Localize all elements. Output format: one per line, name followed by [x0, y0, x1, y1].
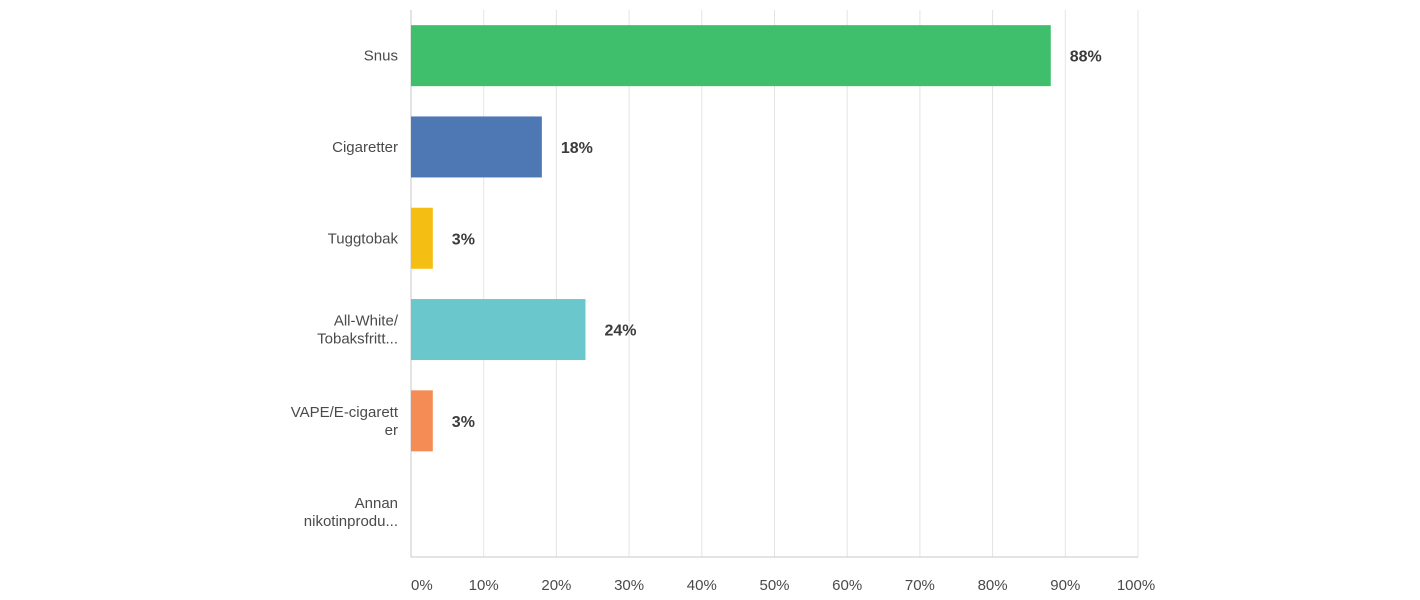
- x-tick-label: 80%: [978, 577, 1008, 594]
- bar: [411, 207, 433, 269]
- x-tick-label: 40%: [687, 577, 717, 594]
- x-tick-label: 20%: [541, 577, 571, 594]
- bar: [411, 116, 542, 178]
- x-tick-label: 100%: [1117, 577, 1155, 594]
- category-label-line: er: [385, 422, 398, 439]
- bar: [411, 390, 433, 452]
- category-label-line: Cigaretter: [332, 139, 398, 156]
- value-label: 18%: [561, 140, 593, 157]
- category-label: VAPE/E-cigarett er: [291, 404, 399, 439]
- bar: [411, 25, 1051, 87]
- bar: [411, 299, 586, 361]
- category-label: Cigaretter: [332, 139, 398, 156]
- value-label: 24%: [604, 323, 636, 340]
- category-label-line: All-White/: [334, 313, 399, 330]
- x-tick-label: 70%: [905, 577, 935, 594]
- category-label: Annan nikotinprodu...: [304, 495, 398, 530]
- category-label-line: Tobaksfritt...: [317, 331, 398, 348]
- value-label: 3%: [452, 414, 475, 431]
- category-label-line: VAPE/E-cigarett: [291, 404, 399, 421]
- x-tick-label: 60%: [832, 577, 862, 594]
- x-tick-label: 10%: [469, 577, 499, 594]
- category-label-line: Tuggtobak: [328, 230, 399, 247]
- value-label: 3%: [452, 231, 475, 248]
- x-tick-label: 0%: [411, 577, 433, 594]
- category-label-line: Annan: [355, 495, 398, 512]
- x-tick-label: 90%: [1050, 577, 1080, 594]
- category-label: Snus: [364, 48, 398, 65]
- value-label: 88%: [1070, 49, 1102, 66]
- category-label-line: Snus: [364, 48, 398, 65]
- category-label-line: nikotinprodu...: [304, 513, 398, 530]
- x-tick-label: 30%: [614, 577, 644, 594]
- category-label: All-White/Tobaksfritt...: [317, 313, 399, 348]
- category-label: Tuggtobak: [328, 230, 399, 247]
- x-tick-label: 50%: [759, 577, 789, 594]
